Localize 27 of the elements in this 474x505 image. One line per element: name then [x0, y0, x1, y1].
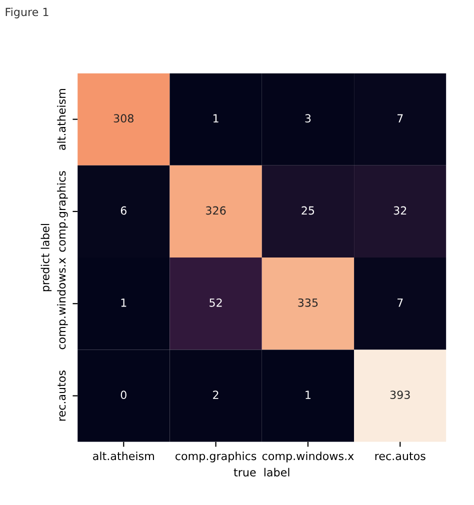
data-label: 1	[213, 114, 218, 122]
x-tick-label: comp.graphics	[176, 452, 256, 462]
data-label: 1	[121, 298, 126, 307]
x-tick-label: alt.atheism	[93, 452, 154, 460]
y-tick-label: comp.windows.x	[57, 258, 68, 350]
data-label: 3	[305, 114, 311, 123]
x-tick-label: rec.autos	[375, 452, 426, 460]
data-label: 32	[394, 206, 406, 215]
data-label: 308	[114, 114, 134, 123]
data-label: 52	[210, 298, 222, 307]
data-label: 2	[213, 390, 218, 399]
caption: Figure 1	[6, 8, 48, 18]
data-label: 393	[390, 390, 410, 400]
x-tick-label: comp.windows.x	[262, 452, 354, 462]
y-axis-title: predict label	[40, 224, 52, 292]
y-tick-label: rec.autos	[58, 370, 66, 421]
data-label: 335	[298, 298, 318, 307]
x-axis-title: true label	[234, 468, 290, 477]
data-label: 7	[398, 114, 403, 122]
data-label: 0	[120, 390, 126, 400]
y-tick-label: alt.atheism	[57, 88, 66, 150]
data-label: 7	[398, 298, 403, 307]
data-label: 6	[120, 206, 126, 215]
data-label: 326	[206, 206, 226, 215]
data-label: 1	[306, 390, 310, 399]
y-tick-label: comp.graphics	[57, 171, 68, 252]
data-label: 25	[302, 206, 314, 215]
